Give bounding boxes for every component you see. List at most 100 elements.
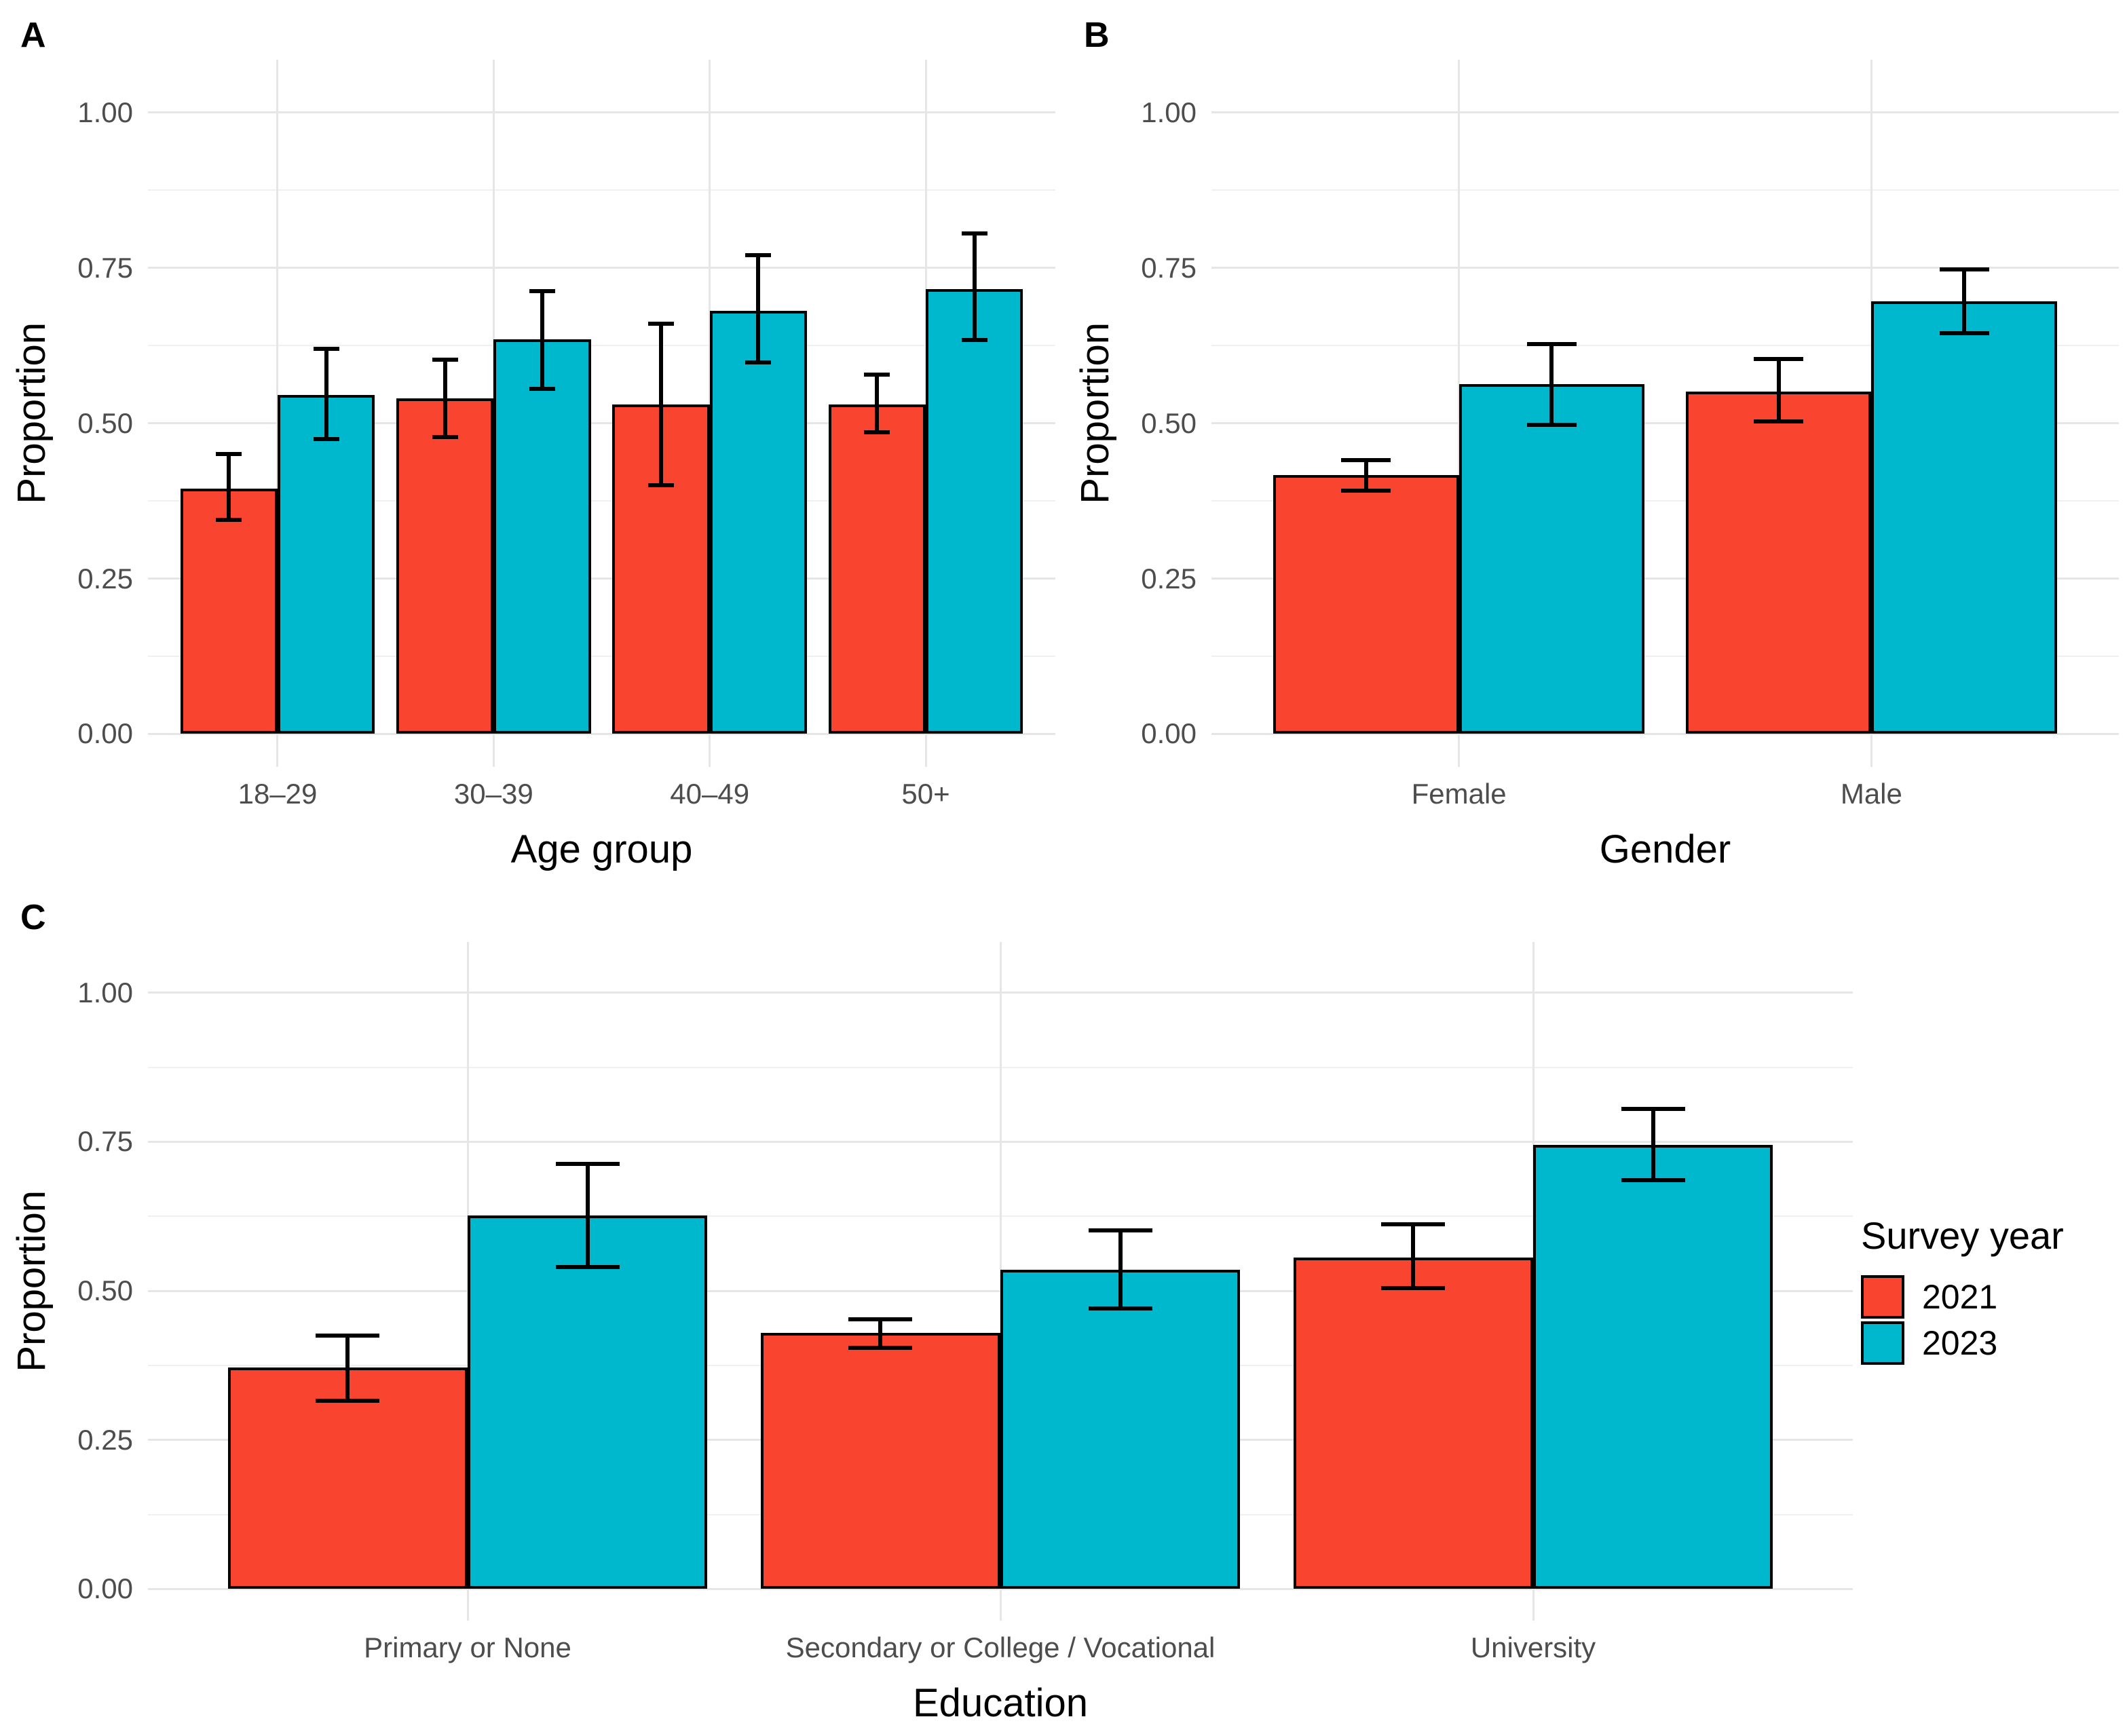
errorbar-cap-2023 [1939, 331, 1989, 335]
bar-2023 [1000, 1270, 1241, 1589]
y-gridline-minor [1211, 500, 2119, 502]
panel-a: A Proportion 0.00 0.25 0.50 0.75 1.00 18–29 3… [0, 0, 1064, 882]
errorbar-cap-2023 [1526, 423, 1577, 428]
errorbar-cap-2023 [1526, 342, 1577, 347]
y-gridline-major [1211, 111, 2119, 114]
plot-area-a [148, 60, 1055, 767]
errorbar-cap-2023 [1939, 267, 1989, 271]
y-tick-label: 0.75 [1141, 251, 1197, 284]
panel-tag-b: B [1084, 16, 1110, 55]
errorbar-line-2023 [324, 348, 328, 439]
errorbar-cap-2023 [313, 346, 339, 351]
panel-tag-a: A [20, 16, 46, 55]
plot-grid-b: Proportion 0.00 0.25 0.50 0.75 1.00 Female Ma… [1064, 52, 2127, 882]
y-gridline-minor [1211, 189, 2119, 191]
y-gridline-minor [148, 500, 1055, 502]
errorbar-cap-2023 [1621, 1107, 1685, 1112]
y-axis-b: 0.00 0.25 0.50 0.75 1.00 [1126, 60, 1211, 767]
errorbar-cap-2021 [216, 452, 242, 457]
y-axis-a: 0.00 0.25 0.50 0.75 1.00 [62, 60, 148, 767]
errorbar-cap-2021 [647, 322, 675, 326]
y-axis-c: 0.00 0.25 0.50 0.75 1.00 [62, 942, 148, 1621]
y-gridline-minor [1211, 345, 2119, 347]
errorbar-cap-2021 [316, 1333, 380, 1338]
errorbar-line-2021 [345, 1335, 350, 1401]
errorbar-cap-2021 [432, 434, 458, 439]
y-axis-title-a: Proportion [0, 60, 62, 767]
panel-c: C Proportion 0.00 0.25 0.50 0.75 1.00 Primar… [0, 882, 1861, 1736]
y-axis-title-c: Proportion [0, 942, 62, 1621]
errorbar-cap-2021 [216, 517, 242, 522]
y-axis-title-text: Proportion [9, 1190, 54, 1372]
y-tick-label: 1.00 [77, 96, 133, 128]
y-gridline-major [1211, 422, 2119, 425]
y-gridline-major [148, 267, 1055, 269]
errorbar-cap-2023 [529, 288, 556, 293]
y-axis-title-b: Proportion [1064, 60, 1126, 767]
errorbar-cap-2023 [961, 231, 987, 236]
errorbar-cap-2023 [745, 253, 772, 258]
errorbar-line-2021 [443, 360, 447, 437]
plot-grid-c: Proportion 0.00 0.25 0.50 0.75 1.00 Primary … [0, 934, 1861, 1736]
panel-b: B Proportion 0.00 0.25 0.50 0.75 1.00 Female… [1064, 0, 2127, 882]
bar-2021 [1685, 391, 1872, 734]
bar-2023 [926, 288, 1023, 734]
errorbar-line-2023 [1651, 1109, 1655, 1181]
y-gridline-major [148, 732, 1055, 735]
errorbar-cap-2021 [848, 1345, 913, 1350]
errorbar-cap-2023 [529, 387, 556, 392]
x-axis-title-c: Education [913, 1681, 1088, 1725]
y-gridline-major [148, 422, 1055, 425]
x-axis-a: 18–29 30–39 40–49 50+ [148, 767, 1055, 817]
errorbar-line-2021 [878, 1319, 883, 1348]
bar-2023 [1871, 301, 2057, 734]
errorbar-cap-2021 [1341, 488, 1391, 493]
bottom-row: C Proportion 0.00 0.25 0.50 0.75 1.00 Primar… [0, 882, 2127, 1736]
y-gridline-major [1211, 578, 2119, 580]
legend: Survey year 2021 2023 [1861, 882, 2127, 1736]
x-gridline-major [276, 60, 279, 767]
y-tick-label: 0.00 [77, 717, 133, 750]
y-tick-label: 0.00 [77, 1572, 133, 1605]
y-gridline-minor [1211, 656, 2119, 658]
x-tick-label: University [1470, 1631, 1596, 1663]
errorbar-cap-2021 [848, 1317, 913, 1322]
errorbar-line-2021 [1411, 1224, 1416, 1288]
errorbar-line-2021 [227, 454, 231, 520]
plot-area-c [148, 942, 1853, 1621]
errorbar-line-2023 [1962, 269, 1967, 333]
panel-tag-c: C [20, 898, 46, 937]
y-gridline-minor [148, 345, 1055, 347]
errorbar-cap-2021 [316, 1398, 380, 1403]
errorbar-cap-2021 [1381, 1222, 1446, 1226]
errorbar-line-2023 [1549, 344, 1554, 426]
legend-label-2023: 2023 [1922, 1323, 1998, 1362]
y-tick-label: 0.50 [77, 1275, 133, 1307]
errorbar-cap-2023 [313, 436, 339, 441]
errorbar-line-2023 [972, 233, 977, 340]
legend-box: Survey year 2021 2023 [1861, 1213, 2064, 1367]
errorbar-line-2021 [1776, 359, 1781, 421]
y-gridline-minor [148, 656, 1055, 658]
x-tick-label: 40–49 [670, 778, 750, 810]
legend-swatch-2023 [1861, 1321, 1904, 1365]
plot-area-b [1211, 60, 2119, 767]
x-axis-title-a: Age group [510, 827, 693, 871]
y-tick-label: 1.00 [77, 976, 133, 1008]
legend-swatch-2021 [1861, 1275, 1904, 1319]
y-tick-label: 0.25 [77, 562, 133, 595]
errorbar-cap-2023 [1088, 1228, 1152, 1233]
y-tick-label: 1.00 [1141, 96, 1197, 128]
y-gridline-major [1211, 267, 2119, 269]
bar-2021 [180, 488, 278, 734]
errorbar-cap-2023 [555, 1264, 620, 1269]
x-tick-label: Primary or None [364, 1631, 571, 1663]
x-tick-label: 30–39 [453, 778, 533, 810]
errorbar-cap-2023 [1088, 1306, 1152, 1311]
y-gridline-major [148, 111, 1055, 114]
bar-2023 [278, 395, 375, 734]
bar-2023 [1533, 1144, 1773, 1589]
legend-title: Survey year [1861, 1213, 2064, 1257]
legend-item-2023: 2023 [1861, 1321, 2064, 1365]
